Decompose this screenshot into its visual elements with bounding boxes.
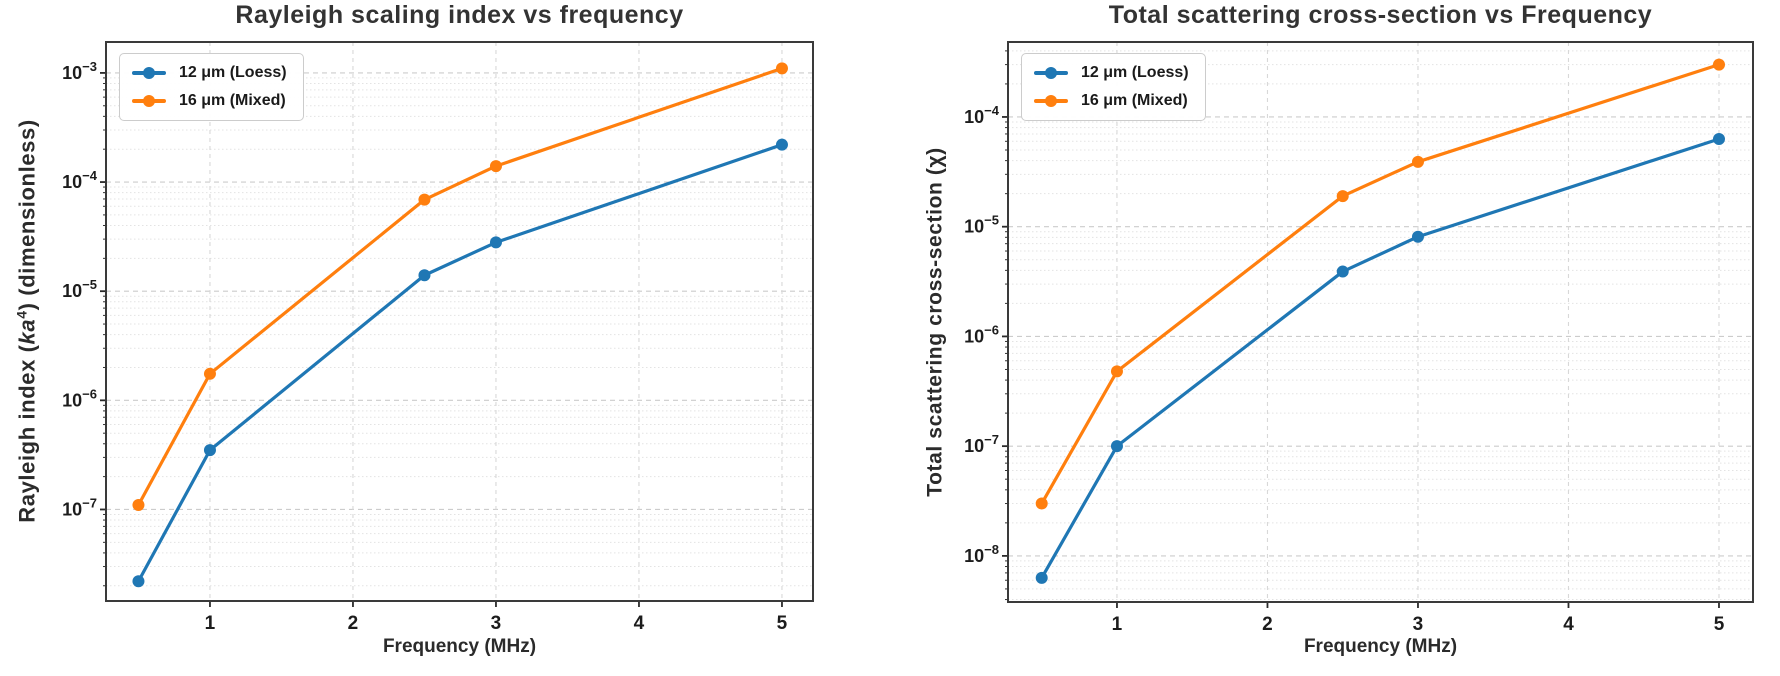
y-tick-label: 10−5 bbox=[964, 213, 999, 237]
x-tick-label: 1 bbox=[1112, 614, 1123, 635]
ylabel-suffix: ) (dimensionless) bbox=[14, 119, 40, 311]
series-line-0 bbox=[1040, 137, 1721, 580]
legend-label: 12 μm (Loess) bbox=[179, 64, 287, 81]
x-tick-label: 5 bbox=[777, 613, 788, 634]
x-tick-label: 2 bbox=[1262, 614, 1273, 635]
line-marker-icon bbox=[1034, 71, 1068, 75]
chart-rayleigh-title: Rayleigh scaling index vs frequency bbox=[235, 1, 684, 29]
x-tick-label: 1 bbox=[205, 613, 216, 634]
data-point bbox=[1110, 365, 1123, 378]
data-point bbox=[1411, 230, 1424, 243]
data-point bbox=[1336, 265, 1349, 278]
x-tick-label: 4 bbox=[1563, 614, 1574, 635]
legend-label: 12 μm (Loess) bbox=[1081, 64, 1189, 81]
data-point bbox=[1035, 497, 1048, 510]
line-marker-icon bbox=[132, 99, 166, 103]
series-line-1 bbox=[136, 66, 784, 507]
data-point bbox=[1411, 155, 1424, 168]
data-point bbox=[132, 498, 145, 511]
legend-item-16um: 16 μm (Mixed) bbox=[132, 92, 287, 110]
chart-cross-section-title: Total scattering cross-section vs Freque… bbox=[1108, 1, 1653, 29]
y-tick-label: 10−3 bbox=[62, 59, 97, 83]
legend-item-16um: 16 μm (Mixed) bbox=[1034, 92, 1189, 110]
y-tick-label: 10−6 bbox=[62, 386, 97, 410]
chart-rayleigh-x-axis-label: Frequency (MHz) bbox=[382, 636, 537, 657]
chart-1: 1 2 3 4 5 10−4 10−5 10−6 10−7 10−8 bbox=[964, 41, 1754, 635]
y-tick-label: 10−4 bbox=[62, 168, 98, 192]
data-point bbox=[1712, 58, 1725, 71]
y-tick-label: 10−7 bbox=[964, 432, 999, 456]
chart-rayleigh-y-axis-label: Rayleigh index (ka4) (dimensionless) bbox=[13, 119, 40, 523]
ylabel-prefix: Rayleigh index ( bbox=[14, 344, 40, 523]
ylabel-math: ka bbox=[14, 318, 40, 345]
chart-cross-section-x-axis-label: Frequency (MHz) bbox=[1303, 636, 1458, 657]
data-point bbox=[775, 62, 788, 75]
data-point bbox=[418, 269, 431, 282]
data-point bbox=[489, 160, 502, 173]
y-tick-label: 10−8 bbox=[964, 542, 999, 566]
chart-cross-section-y-axis-label: Total scattering cross-section (χ) bbox=[921, 147, 948, 497]
data-point bbox=[1110, 440, 1123, 453]
data-point bbox=[1336, 190, 1349, 203]
data-point bbox=[418, 193, 431, 206]
line-marker-icon bbox=[132, 71, 166, 75]
data-point bbox=[1712, 132, 1725, 145]
line-marker-icon bbox=[1034, 99, 1068, 103]
x-tick-label: 4 bbox=[634, 613, 645, 634]
ylabel-prefix: Total scattering cross-section (χ) bbox=[923, 147, 947, 497]
data-point bbox=[132, 575, 145, 588]
chart-0: 1 2 3 4 5 10−3 10−4 10−5 10−6 10−7 bbox=[62, 41, 814, 634]
legend-label: 16 μm (Mixed) bbox=[179, 92, 286, 109]
data-point bbox=[203, 444, 216, 457]
data-point bbox=[1035, 571, 1048, 584]
plot-border bbox=[105, 41, 814, 602]
data-point bbox=[203, 367, 216, 380]
y-tick-label: 10−4 bbox=[964, 103, 1000, 127]
chart-cross-section-legend: 12 μm (Loess) 16 μm (Mixed) bbox=[1021, 53, 1206, 121]
x-tick-label: 5 bbox=[1714, 614, 1725, 635]
legend-item-12um: 12 μm (Loess) bbox=[1034, 64, 1189, 82]
legend-item-12um: 12 μm (Loess) bbox=[132, 64, 287, 82]
y-tick-label: 10−7 bbox=[62, 495, 97, 519]
data-point bbox=[489, 236, 502, 249]
x-tick-label: 2 bbox=[348, 613, 359, 634]
y-tick-label: 10−5 bbox=[62, 277, 97, 301]
data-point bbox=[775, 138, 788, 151]
y-tick-label: 10−6 bbox=[964, 322, 999, 346]
ylabel-superscript: 4 bbox=[13, 310, 30, 319]
plot-border bbox=[1007, 41, 1754, 603]
series-line-0 bbox=[136, 143, 784, 583]
legend-label: 16 μm (Mixed) bbox=[1081, 92, 1188, 109]
x-tick-label: 3 bbox=[1413, 614, 1424, 635]
chart-rayleigh-legend: 12 μm (Loess) 16 μm (Mixed) bbox=[119, 53, 304, 121]
x-tick-label: 3 bbox=[491, 613, 502, 634]
